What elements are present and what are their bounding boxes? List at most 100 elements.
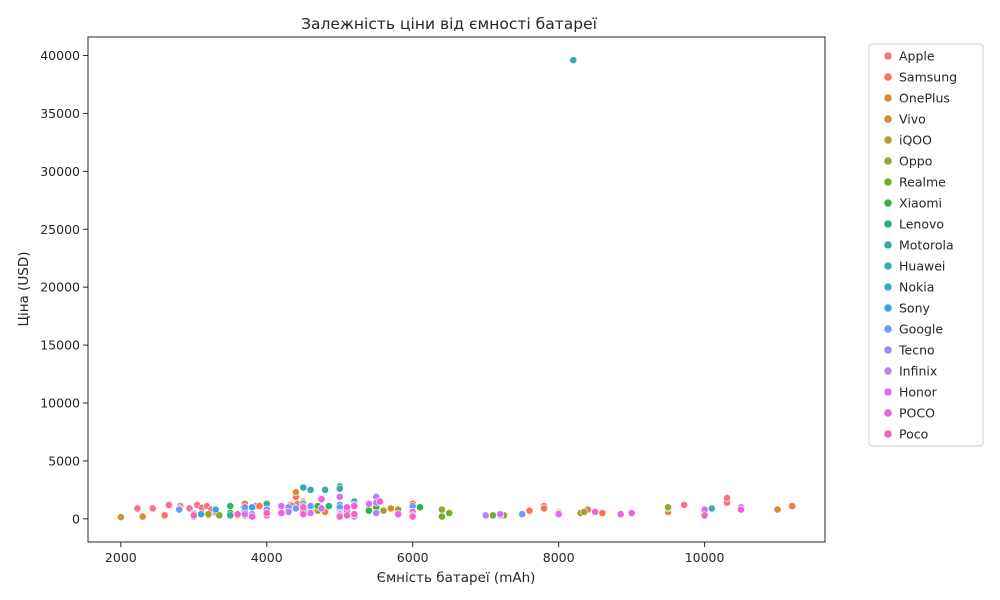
legend-marker-nokia [884, 283, 892, 291]
legend-label-sony: Sony [899, 301, 931, 316]
data-point-oppo [438, 505, 446, 514]
data-point-honor [306, 509, 315, 517]
data-point-lenovo [324, 502, 333, 510]
data-point-google [518, 510, 527, 519]
legend-marker-motorola [884, 241, 892, 249]
legend-label-huawei: Huawei [899, 259, 945, 274]
data-point-google [240, 503, 249, 512]
legend-label-iqoo: iQOO [899, 133, 932, 148]
data-point-poco [737, 505, 745, 514]
data-point-honor [365, 499, 373, 508]
x-tick-label: 6000 [397, 550, 429, 565]
data-point-oppo [204, 510, 213, 519]
legend-marker-google [884, 325, 892, 333]
data-point-samsung [160, 511, 169, 520]
y-tick-label: 10000 [40, 396, 80, 411]
legend-marker-infinix [884, 367, 892, 375]
legend-marker-vivo [884, 115, 892, 123]
data-point-realme [445, 509, 454, 517]
chart-title: Залежність ціни від ємності батареї [301, 15, 598, 33]
data-point-infinix [481, 511, 490, 520]
legend-marker-tecno [884, 346, 892, 354]
data-point-samsung [255, 502, 264, 510]
data-point-poco [299, 510, 308, 519]
data-point-vivo [116, 513, 125, 521]
x-axis-label: Ємність батареї (mAh) [377, 570, 536, 586]
data-point-oneplus [386, 504, 395, 513]
data-point-samsung [598, 509, 607, 517]
data-point-oppo [580, 507, 589, 516]
data-point-oneplus [292, 488, 300, 497]
data-point-poco [343, 503, 351, 512]
y-axis-label: Ціна (USD) [16, 251, 32, 326]
data-point-realme [215, 511, 224, 520]
x-tick-label: 8000 [543, 550, 575, 565]
data-point-sony [211, 505, 220, 514]
y-tick-label: 20000 [40, 280, 80, 295]
legend-label-poco: Poco [899, 427, 928, 442]
data-point-poco [262, 509, 271, 517]
data-point-poco [627, 509, 636, 517]
data-point-honor [554, 510, 563, 519]
data-point-poco [299, 503, 308, 512]
data-point-nokia [707, 504, 716, 513]
legend-label-oneplus: OnePlus [899, 91, 950, 106]
data-point-apple [164, 501, 173, 509]
data-point-poco [700, 511, 709, 520]
data-point-infinix [284, 507, 293, 516]
y-tick-label: 40000 [40, 48, 80, 63]
data-point-poco [189, 511, 198, 520]
y-tick-label: 15000 [40, 338, 80, 353]
data-point-poco [277, 509, 286, 517]
legend-label-google: Google [899, 322, 943, 337]
legend-marker-realme [884, 178, 892, 186]
y-tick-label: 0 [72, 511, 80, 526]
data-point-poco [335, 512, 344, 521]
data-point-google [292, 504, 300, 513]
data-point-poco [616, 510, 625, 519]
data-point-apple [680, 501, 689, 509]
x-tick-label: 4000 [251, 550, 283, 565]
legend-marker-huawei [884, 262, 892, 270]
data-point-honor [277, 502, 286, 510]
data-point-infinix [372, 509, 381, 517]
data-point-poco [375, 497, 384, 506]
data-point-oneplus [138, 512, 147, 521]
legend-marker-lenovo [884, 220, 892, 228]
data-point-honor [335, 492, 344, 501]
data-point-poco [233, 510, 242, 519]
points-layer [116, 56, 797, 521]
legend-label-nokia: Nokia [899, 280, 934, 295]
legend-marker-honor [884, 388, 892, 396]
data-point-oppo [664, 503, 673, 512]
data-point-xiaomi [365, 506, 373, 515]
data-point-oneplus [773, 505, 782, 514]
data-point-honor [240, 510, 249, 519]
data-point-huawei [321, 485, 330, 494]
data-point-poco [317, 495, 326, 504]
data-point-realme [489, 511, 497, 520]
data-point-honor [496, 510, 505, 519]
data-point-oppo [379, 506, 388, 515]
data-point-huawei [306, 485, 315, 494]
legend: Apple Samsung OnePlus Vivo iQOO Oppo Realme Xia… [868, 43, 984, 447]
y-tick-label: 30000 [40, 164, 80, 179]
data-point-realme [438, 512, 446, 521]
legend-marker-apple [884, 52, 892, 60]
legend-label-tecno: Tecno [898, 343, 935, 358]
legend-label-poco: POCO [899, 406, 935, 421]
data-point-xiaomi [416, 503, 424, 512]
plot-area: 2000 4000 6000 8000 10000 0 5000 10000 15000 200… [40, 36, 826, 565]
legend-marker-oppo [884, 157, 892, 165]
data-point-apple [148, 504, 157, 513]
y-axis: 0 5000 10000 15000 20000 25000 30000 35000 40000 [40, 48, 88, 526]
plot-frame [87, 36, 826, 543]
x-tick-label: 10000 [685, 550, 725, 565]
data-point-poco [350, 510, 359, 519]
legend-marker-poco [884, 409, 892, 417]
data-point-nokia [197, 510, 206, 519]
data-point-poco [591, 507, 600, 516]
legend-marker-iqoo [884, 136, 892, 144]
legend-marker-oneplus [884, 94, 892, 102]
x-tick-label: 2000 [105, 550, 137, 565]
